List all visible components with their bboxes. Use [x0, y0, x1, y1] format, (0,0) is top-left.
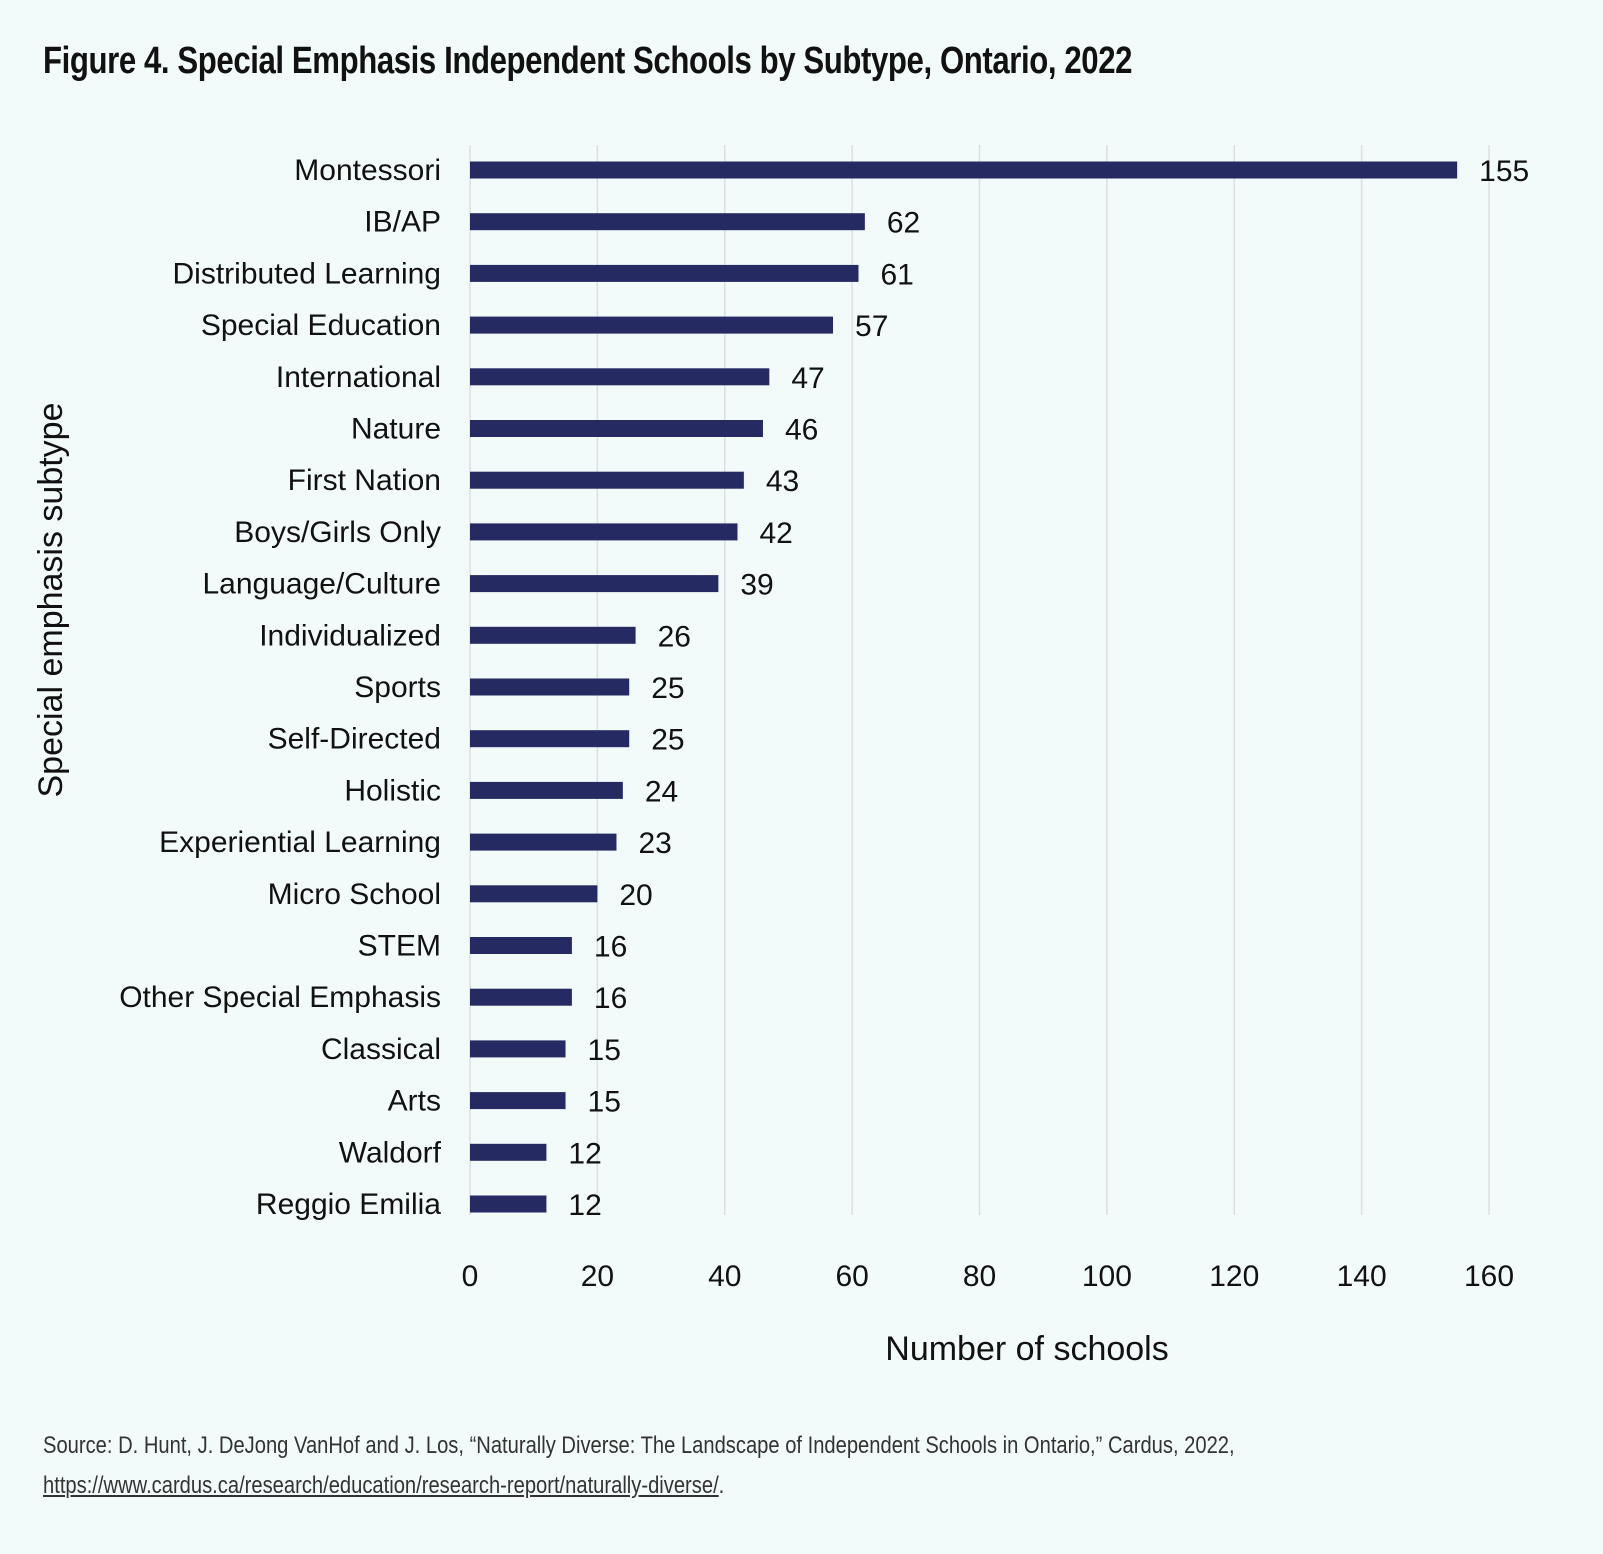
category-label: Self-Directed	[268, 723, 441, 756]
category-label: Boys/Girls Only	[234, 516, 441, 549]
bar	[470, 988, 572, 1006]
category-label: Classical	[321, 1033, 441, 1066]
bar	[470, 730, 630, 748]
category-label: First Nation	[288, 464, 441, 497]
x-tick-label: 160	[1464, 1260, 1514, 1293]
category-label: Arts	[388, 1085, 441, 1118]
x-tick-label: 0	[462, 1260, 479, 1293]
source-suffix: .	[718, 1472, 725, 1499]
bar	[470, 264, 859, 282]
category-label: Nature	[351, 413, 441, 446]
x-tick-label: 60	[835, 1260, 868, 1293]
category-label: Language/Culture	[202, 568, 441, 601]
bar	[470, 626, 636, 644]
bar	[470, 937, 572, 954]
y-axis-title: Special emphasis subtype	[32, 402, 70, 797]
source-text: Source: D. Hunt, J. DeJong VanHof and J.…	[43, 1432, 1235, 1459]
source-link[interactable]: https://www.cardus.ca/research/education…	[43, 1472, 719, 1499]
category-label: Micro School	[268, 878, 441, 911]
bars	[470, 161, 1458, 1213]
value-label: 62	[887, 207, 920, 240]
value-label: 26	[658, 620, 691, 653]
bar	[470, 1195, 547, 1213]
x-tick-label: 20	[581, 1260, 614, 1293]
category-label: Montessori	[294, 154, 441, 187]
bar	[470, 523, 738, 541]
value-label: 24	[645, 775, 678, 808]
x-tick-label: 100	[1082, 1260, 1132, 1293]
value-label: 15	[588, 1086, 621, 1119]
x-tick-labels: 0 20 40 60 80 100 120 140 160	[462, 1260, 1514, 1293]
value-labels: 155 62 61 57 47 46 43 42 39 26 25 25 24 23 20 16 16 15 15 1…	[568, 155, 1529, 1222]
bar	[470, 213, 865, 231]
x-axis-title: Number of schools	[885, 1330, 1168, 1368]
bar	[470, 420, 763, 437]
bar	[470, 833, 617, 851]
value-label: 155	[1479, 155, 1529, 188]
value-label: 12	[568, 1189, 601, 1222]
bar	[470, 885, 598, 903]
value-label: 12	[568, 1137, 601, 1170]
x-tick-label: 140	[1337, 1260, 1387, 1293]
category-label: IB/AP	[364, 206, 441, 239]
bar	[470, 575, 719, 593]
category-label: Distributed Learning	[173, 257, 442, 290]
x-tick-label: 80	[963, 1260, 996, 1293]
value-label: 15	[588, 1034, 621, 1067]
bar	[470, 471, 744, 489]
value-label: 47	[791, 362, 824, 395]
value-label: 16	[594, 982, 627, 1015]
bar	[470, 161, 1458, 179]
value-label: 39	[740, 569, 773, 602]
x-tick-label: 120	[1209, 1260, 1259, 1293]
value-label: 61	[880, 258, 913, 291]
value-label: 20	[619, 879, 652, 912]
category-label: Sports	[354, 671, 441, 704]
value-label: 25	[651, 672, 684, 705]
category-labels: Montessori IB/AP Distributed Learning Speci…	[119, 154, 441, 1221]
category-label: Waldorf	[339, 1136, 442, 1169]
value-label: 42	[759, 517, 792, 550]
value-label: 57	[855, 310, 888, 343]
bar	[470, 368, 770, 386]
bar	[470, 678, 630, 696]
category-label: Special Education	[201, 309, 441, 342]
category-label: International	[276, 361, 441, 394]
source-note: Source: D. Hunt, J. DeJong VanHof and J.…	[43, 1426, 1547, 1506]
category-label: STEM	[358, 930, 441, 963]
chart-title: Figure 4. Special Emphasis Independent S…	[43, 40, 1133, 82]
value-label: 25	[651, 724, 684, 757]
category-label: Holistic	[344, 774, 441, 807]
category-label: Individualized	[259, 619, 441, 652]
bar-chart: Montessori IB/AP Distributed Learning Speci…	[32, 145, 1529, 1368]
bar	[470, 781, 623, 799]
bar	[470, 316, 834, 334]
bar	[470, 1143, 547, 1161]
bar	[470, 1092, 566, 1110]
value-label: 16	[594, 931, 627, 964]
value-label: 43	[766, 465, 799, 498]
x-tick-label: 40	[708, 1260, 741, 1293]
bar	[470, 1040, 566, 1058]
value-label: 46	[785, 414, 818, 447]
category-label: Experiential Learning	[159, 826, 441, 859]
category-label: Reggio Emilia	[256, 1188, 441, 1221]
category-label: Other Special Emphasis	[119, 981, 441, 1014]
value-label: 23	[638, 827, 671, 860]
